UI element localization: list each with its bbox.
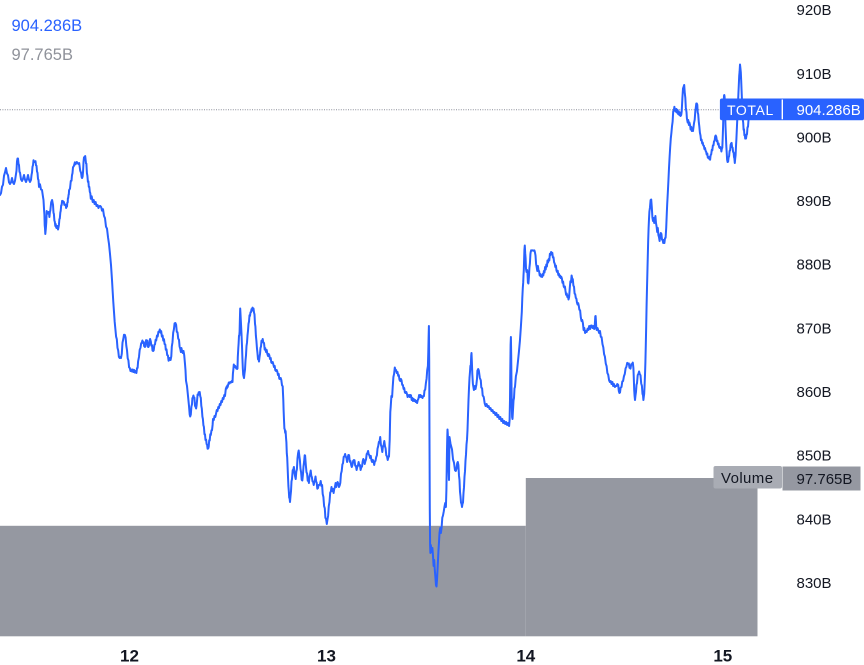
svg-text:870B: 870B	[797, 320, 832, 337]
svg-text:TOTAL: TOTAL	[727, 102, 774, 118]
svg-text:Volume: Volume	[721, 470, 773, 487]
svg-text:880B: 880B	[797, 257, 832, 274]
svg-text:904.286B: 904.286B	[797, 102, 861, 119]
svg-text:850B: 850B	[797, 448, 832, 465]
svg-text:15: 15	[713, 647, 732, 665]
svg-text:840B: 840B	[797, 511, 832, 528]
svg-text:97.765B: 97.765B	[797, 471, 853, 488]
svg-text:14: 14	[516, 647, 535, 665]
svg-text:910B: 910B	[797, 66, 832, 83]
svg-text:904.286B: 904.286B	[12, 17, 83, 35]
svg-text:830B: 830B	[797, 575, 832, 592]
svg-text:12: 12	[120, 647, 139, 665]
svg-text:13: 13	[317, 647, 336, 665]
svg-text:97.765B: 97.765B	[12, 46, 73, 64]
svg-text:920B: 920B	[797, 2, 832, 19]
svg-text:900B: 900B	[797, 129, 832, 146]
svg-text:890B: 890B	[797, 193, 832, 210]
svg-text:860B: 860B	[797, 384, 832, 401]
